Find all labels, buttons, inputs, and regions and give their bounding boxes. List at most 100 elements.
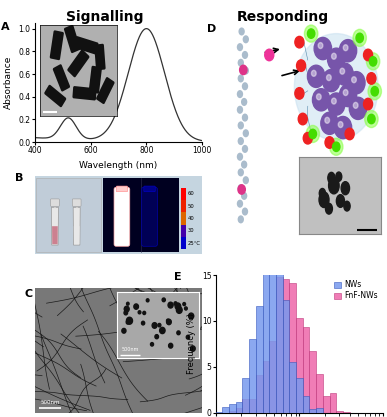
Polygon shape (74, 226, 80, 244)
Circle shape (243, 129, 249, 137)
Circle shape (363, 98, 373, 110)
FancyBboxPatch shape (182, 212, 186, 225)
Circle shape (238, 74, 244, 83)
Bar (223, 407, 229, 413)
Bar (256, 375, 262, 413)
Text: D: D (207, 24, 217, 34)
Text: 40: 40 (187, 216, 194, 221)
Circle shape (241, 192, 247, 200)
Circle shape (332, 142, 340, 151)
Circle shape (242, 208, 248, 216)
Circle shape (312, 70, 316, 76)
Circle shape (307, 29, 315, 38)
Bar (243, 399, 249, 413)
FancyBboxPatch shape (142, 187, 158, 246)
Circle shape (370, 57, 377, 66)
Circle shape (367, 73, 376, 84)
Ellipse shape (118, 194, 126, 227)
Circle shape (265, 49, 274, 61)
Bar (289, 362, 296, 413)
Circle shape (314, 38, 332, 60)
Bar (310, 409, 316, 413)
Bar (236, 408, 243, 413)
Circle shape (295, 36, 304, 48)
Circle shape (321, 112, 338, 134)
Bar (289, 283, 296, 413)
Bar (262, 361, 269, 413)
Text: A: A (1, 22, 10, 32)
FancyBboxPatch shape (182, 188, 186, 200)
Bar (296, 318, 303, 413)
Circle shape (317, 94, 321, 100)
Circle shape (348, 72, 365, 94)
Bar (236, 402, 243, 413)
Circle shape (349, 97, 367, 119)
Circle shape (295, 34, 378, 141)
FancyBboxPatch shape (103, 178, 179, 252)
Bar (296, 378, 303, 413)
FancyBboxPatch shape (182, 225, 186, 237)
Circle shape (240, 65, 247, 75)
Circle shape (371, 87, 378, 96)
Circle shape (325, 137, 334, 148)
Bar (303, 396, 310, 413)
Bar (316, 408, 323, 413)
Bar (229, 404, 236, 413)
Circle shape (330, 138, 343, 155)
Text: 60: 60 (187, 191, 194, 196)
Text: 50: 50 (187, 203, 194, 208)
Circle shape (237, 106, 243, 114)
X-axis label: Wavelength (nm): Wavelength (nm) (79, 161, 158, 170)
Bar (310, 351, 316, 413)
Circle shape (238, 215, 244, 224)
FancyBboxPatch shape (51, 199, 59, 206)
Circle shape (296, 60, 306, 71)
Text: 30: 30 (187, 229, 194, 234)
Circle shape (318, 43, 323, 48)
Circle shape (352, 77, 356, 83)
FancyBboxPatch shape (116, 186, 128, 192)
Circle shape (241, 161, 247, 168)
Bar (316, 374, 323, 413)
Circle shape (327, 48, 345, 70)
Circle shape (237, 200, 243, 208)
Bar (249, 339, 256, 413)
Bar (249, 399, 256, 413)
Polygon shape (51, 207, 58, 245)
Circle shape (345, 128, 354, 140)
Circle shape (327, 93, 345, 115)
Text: Signalling: Signalling (66, 10, 143, 25)
Polygon shape (52, 226, 58, 244)
Circle shape (237, 90, 243, 98)
Bar (303, 327, 310, 413)
Circle shape (237, 43, 243, 51)
Circle shape (332, 53, 336, 59)
Circle shape (242, 145, 248, 153)
Circle shape (238, 168, 244, 176)
Circle shape (238, 121, 244, 129)
Circle shape (339, 84, 357, 107)
Circle shape (243, 176, 249, 184)
Circle shape (242, 82, 248, 90)
Y-axis label: Frequency (%): Frequency (%) (187, 314, 196, 374)
Bar (323, 396, 330, 413)
Circle shape (243, 67, 249, 75)
Text: 500nm: 500nm (40, 400, 60, 405)
Circle shape (309, 129, 317, 139)
Text: 25°C: 25°C (187, 241, 200, 246)
Ellipse shape (117, 188, 127, 233)
Bar (276, 273, 283, 413)
Circle shape (303, 133, 312, 144)
Circle shape (238, 59, 244, 67)
Circle shape (368, 83, 382, 100)
Circle shape (237, 153, 243, 161)
FancyBboxPatch shape (144, 186, 155, 192)
Circle shape (295, 88, 304, 99)
Circle shape (343, 45, 348, 51)
Circle shape (298, 113, 307, 125)
Circle shape (338, 122, 343, 128)
Circle shape (334, 116, 352, 139)
Bar (283, 300, 289, 413)
Ellipse shape (119, 199, 125, 222)
FancyBboxPatch shape (182, 237, 186, 249)
